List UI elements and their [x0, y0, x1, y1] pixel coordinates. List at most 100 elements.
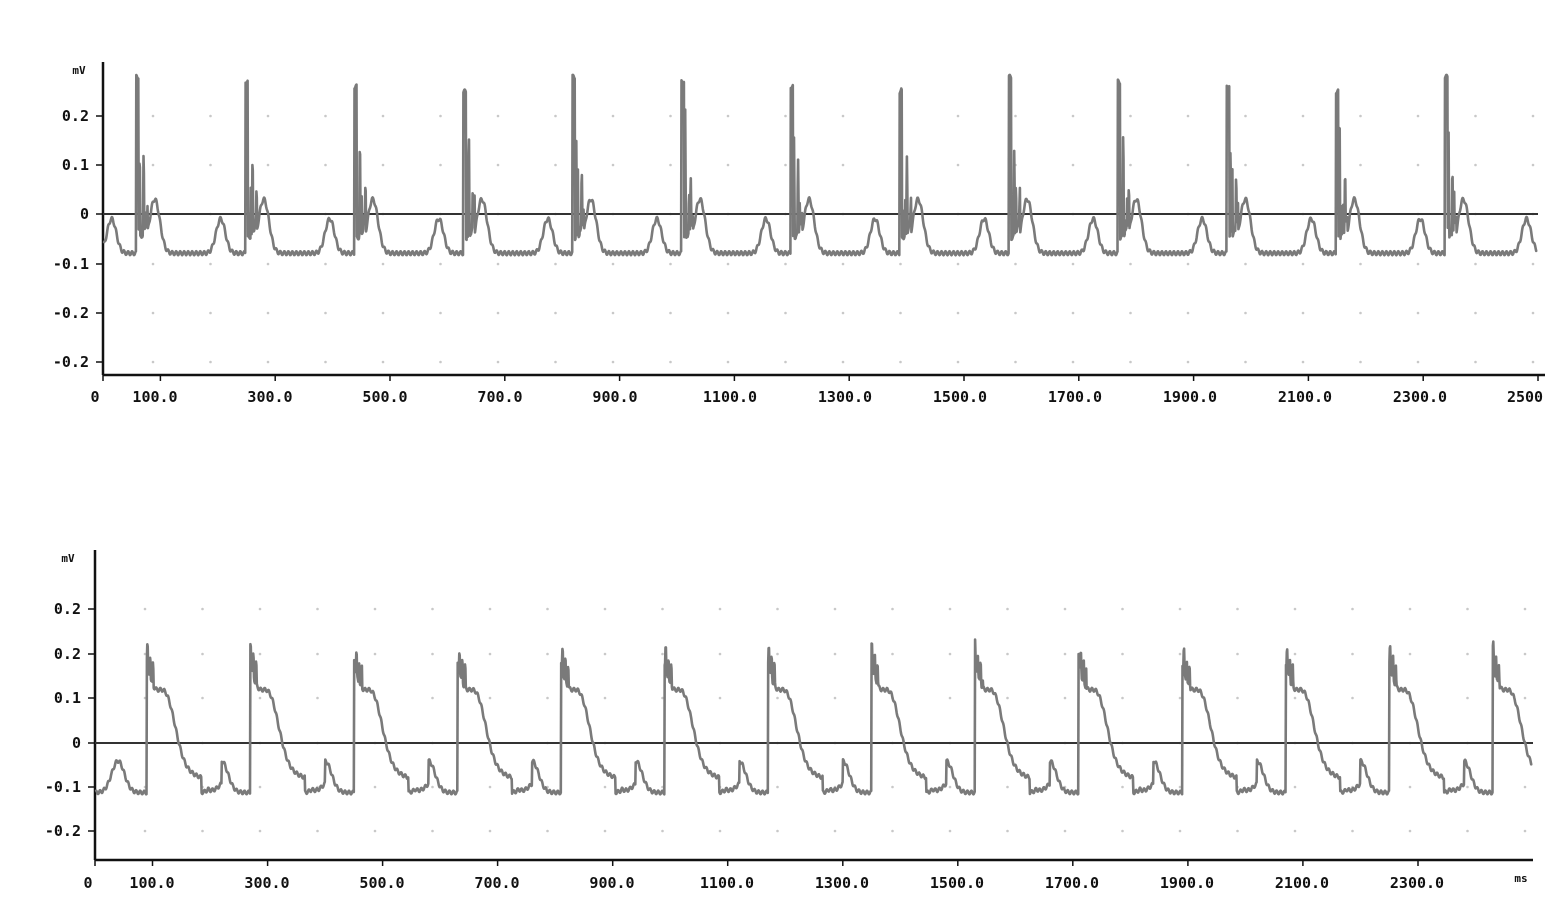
grid-dot [661, 696, 664, 700]
grid-dot [266, 114, 270, 118]
grid-dot [496, 262, 500, 266]
grid-dot [669, 311, 672, 315]
x-tick-label: 1500.0 [933, 388, 987, 406]
grid-dot [784, 163, 787, 167]
grid-dot [899, 360, 902, 364]
grid-dot [1359, 360, 1362, 364]
grid-dot [546, 607, 549, 611]
grid-dot [948, 696, 952, 700]
top-ecg-panel: 0.20.10-0.1-0.2-0.20 100.0 300.0 500.0 700.0… [53, 62, 1545, 406]
grid-dot [661, 829, 664, 833]
x-unit-label: ms [1514, 872, 1527, 885]
grid-dot [1466, 607, 1469, 611]
grid-dot [956, 311, 960, 315]
y-tick-label: -0.1 [53, 255, 89, 273]
grid-dot [611, 163, 615, 167]
grid-dot [1014, 360, 1017, 364]
grid-dot [1416, 360, 1420, 364]
grid-dot [1408, 785, 1412, 789]
grid-dot [439, 114, 442, 118]
grid-dot [1466, 829, 1469, 833]
grid-dot [1244, 360, 1247, 364]
grid-dot [718, 696, 722, 700]
y-tick-label: -0.2 [53, 304, 89, 322]
y-tick-label: 0 [80, 205, 89, 223]
grid-dot [718, 829, 722, 833]
grid-dot [956, 262, 960, 266]
grid-dot [554, 311, 557, 315]
grid-dot [201, 696, 204, 700]
grid-dot [661, 607, 664, 611]
grid-dot [611, 360, 615, 364]
x-tick-label: 900.0 [589, 874, 634, 892]
grid-dot [316, 829, 319, 833]
y-tick-label: 0.2 [54, 645, 81, 663]
grid-dot [891, 652, 894, 656]
grid-dot [209, 163, 212, 167]
grid-dot [1466, 696, 1469, 700]
grid-dot [151, 360, 155, 364]
grid-dot [1006, 607, 1009, 611]
grid-dot [496, 360, 500, 364]
grid-dot [381, 262, 385, 266]
x-tick-label: 700.0 [477, 388, 522, 406]
grid-dot [373, 652, 377, 656]
grid-dot [1466, 785, 1469, 789]
grid-dot [1293, 829, 1297, 833]
grid-dot [1523, 785, 1527, 789]
grid-dot [1416, 163, 1420, 167]
grid-dot [554, 360, 557, 364]
x-tick-label: 300.0 [244, 874, 289, 892]
grid-dot [1531, 114, 1535, 118]
grid-dot [316, 696, 319, 700]
grid-dot [1129, 163, 1132, 167]
grid-dot [201, 652, 204, 656]
grid-dot [201, 829, 204, 833]
grid-dot [1244, 311, 1247, 315]
grid-dot [1006, 652, 1009, 656]
grid-dot [324, 163, 327, 167]
grid-dot [776, 785, 779, 789]
grid-dot [611, 114, 615, 118]
grid-dot [1244, 114, 1247, 118]
grid-dot [381, 163, 385, 167]
grid-dot [431, 829, 434, 833]
grid-dot [1071, 163, 1075, 167]
grid-dot [956, 114, 960, 118]
grid-dot [496, 114, 500, 118]
grid-dot [1293, 652, 1297, 656]
grid-dot [488, 696, 492, 700]
grid-dot [726, 114, 730, 118]
grid-dot [833, 829, 837, 833]
grid-dot [841, 360, 845, 364]
x-tick-label: 2300.0 [1393, 388, 1447, 406]
y-tick-label: -0.2 [53, 353, 89, 371]
grid-dot [891, 785, 894, 789]
grid-dot [1301, 163, 1305, 167]
grid-dot [891, 607, 894, 611]
grid-dot [1014, 262, 1017, 266]
grid-dot [603, 785, 607, 789]
grid-dot [1129, 262, 1132, 266]
grid-dot [1523, 652, 1527, 656]
grid-dot [776, 652, 779, 656]
y-tick-label: -0.1 [45, 778, 81, 796]
grid-dot [1359, 114, 1362, 118]
y-unit-label: mV [72, 64, 86, 77]
grid-dot [1416, 114, 1420, 118]
grid-dot [1293, 607, 1297, 611]
grid-dot [431, 785, 434, 789]
x-tick-label: 1700.0 [1045, 874, 1099, 892]
grid-dot [1474, 360, 1477, 364]
grid-dot [496, 311, 500, 315]
y-tick-label: 0.2 [54, 600, 81, 618]
grid-dot [209, 311, 212, 315]
grid-dot [1236, 829, 1239, 833]
grid-dot [1121, 785, 1124, 789]
grid-dot [1523, 829, 1527, 833]
grid-dot [381, 114, 385, 118]
x-tick-label: 1100.0 [700, 874, 754, 892]
grid-dot [1474, 114, 1477, 118]
grid-dot [201, 607, 204, 611]
grid-dot [431, 652, 434, 656]
